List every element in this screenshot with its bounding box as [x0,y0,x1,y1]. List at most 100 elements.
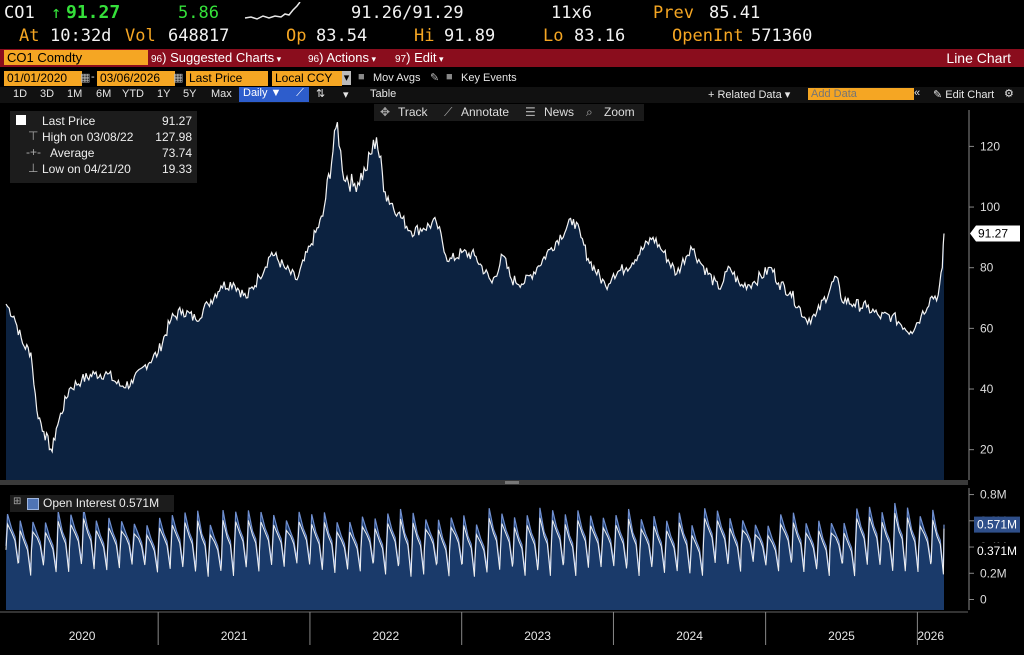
period-1m[interactable]: 1M [67,88,83,100]
field-select[interactable]: Last Price [186,71,268,86]
legend-low-label: Low on 04/21/20 [42,162,131,176]
edit-num: 97 [395,54,407,65]
x-tick-label: 2023 [524,629,551,643]
suggested-charts-label: Suggested Charts [170,50,275,65]
menu-bar: CO1 Comdty 96) Suggested Charts ▾ 96) Ac… [0,49,1024,67]
track-icon[interactable]: ✥ [380,105,391,119]
ticker: CO1 [4,3,35,23]
security-field[interactable]: CO1 Comdty [4,50,148,65]
actions-label: Actions [326,50,369,65]
zoom-icon[interactable]: ⌕ [586,105,593,119]
currency-dropdown-icon[interactable]: ▾ [342,71,351,85]
edit-button[interactable]: 97) Edit ▾ [395,49,444,67]
date-separator: - [91,71,95,83]
bid-ask: 91.26/91.29 [351,3,464,23]
high-marker-icon: ⊤ [28,129,39,143]
period-6m[interactable]: 6M [96,88,112,100]
x-tick-label: 2024 [676,629,703,643]
edit-label: Edit [414,50,437,65]
last-price: 91.27 [66,2,121,23]
related-data-button[interactable]: + Related Data ▾ [708,88,790,101]
news-button[interactable]: News [544,105,575,119]
legend-last-label: Last Price [42,114,96,128]
add-data-input[interactable] [808,88,914,100]
prev-value: 85.41 [709,3,761,23]
candlestick-icon[interactable]: ⇅ [316,88,326,100]
average-marker-icon: -+- [26,145,41,159]
oi-tick-label: 0.2M [980,566,1007,580]
mov-avgs-label[interactable]: Mov Avgs [373,72,421,84]
pencil-icon[interactable]: ✎ [430,72,440,84]
period-1d[interactable]: 1D [13,88,28,100]
period-1y[interactable]: 1Y [157,88,171,100]
actions-num: 96 [308,54,320,65]
period-max[interactable]: Max [211,88,232,100]
expand-icon[interactable]: ⊞ [13,496,22,507]
period-5y[interactable]: 5Y [183,88,197,100]
net-change: 5.86 [178,3,219,23]
date-to-field[interactable]: 03/06/2026 [97,71,175,86]
price-tick-label: 100 [980,200,1000,214]
suggested-charts-dropdown-icon: ▾ [274,54,282,64]
oi-line [5,512,945,577]
related-data-dropdown-icon: ▾ [784,89,791,101]
actions-button[interactable]: 96) Actions ▾ [308,49,376,67]
legend-low-value: 19.33 [161,162,192,176]
op-value: 83.54 [316,26,368,46]
up-arrow-icon: ↑ [51,3,62,23]
oi-swatch-icon [27,498,39,510]
collapse-icon[interactable]: « [914,87,921,99]
more-dropdown-icon[interactable]: ▾ [343,89,349,101]
annotate-icon[interactable]: ⟋ [444,105,453,119]
calendar-to-icon[interactable]: ▦ [173,72,184,84]
lo-value: 83.16 [574,26,626,46]
suggested-charts-caret-icon: ) [162,50,171,65]
price-tick-label: 80 [980,261,994,275]
oi-value-tag [974,516,1020,533]
last-price-tag-label: 91.27 [978,227,1008,241]
legend-average-value: 73.74 [161,146,192,160]
quote-time: 10:32d [50,26,112,46]
at-label: At [19,26,40,46]
period-ytd[interactable]: YTD [122,88,144,100]
oi-legend-label: Open Interest 0.571M [43,496,160,510]
oi-legend: ⊞ Open Interest 0.571M [10,495,174,512]
frequency-select[interactable]: Daily ▼ [239,87,291,102]
oi-value-tag-label: 0.371M [977,544,1017,558]
annotate-button[interactable]: Annotate [461,105,510,119]
prev-label: Prev [653,3,694,23]
edit-chart-button[interactable]: ✎ Edit Chart [933,88,994,101]
key-events-checkbox[interactable]: ■ [446,71,453,83]
track-button[interactable]: Track [398,105,428,119]
mov-avgs-checkbox[interactable]: ■ [358,71,365,83]
price-legend: Last Price 91.27 ⊤ High on 03/08/22 127.… [10,111,197,183]
x-tick-label: 2025 [828,629,855,643]
period-3d[interactable]: 3D [40,88,55,100]
suggested-charts-button[interactable]: 96) Suggested Charts ▾ [151,49,281,67]
price-tick-label: 120 [980,139,1000,153]
oi-tick-label: 0.8M [980,488,1007,502]
line-chart-icon[interactable]: ⟋ [291,87,309,102]
calendar-from-icon[interactable]: ▦ [80,72,91,84]
pane-divider-handle[interactable] [505,481,519,484]
currency-select[interactable]: Local CCY [272,71,342,86]
openint-value: 571360 [751,26,813,46]
table-button[interactable]: Table [370,88,397,100]
openint-label: OpenInt [672,26,744,46]
oi-tick-label: 0 [980,593,987,607]
news-icon[interactable]: ☰ [525,105,536,119]
date-from-field[interactable]: 01/01/2020 [4,71,82,86]
period-toolbar: 1D 3D 1M 6M YTD 1Y 5Y Max Daily ▼ ⟋ ⇅ ▾ … [0,87,1024,103]
oi-value-tag [974,542,1020,559]
zoom-button[interactable]: Zoom [604,105,635,119]
settings-icon[interactable]: ⚙ [1004,88,1014,100]
edit-caret-icon: ) [406,50,415,65]
quote-header: CO1 ↑ 91.27 5.86 91.26/91.29 11x6 Prev 8… [0,0,1024,48]
hi-label: Hi [414,26,435,46]
pane-divider[interactable] [0,480,968,485]
price-tick-label: 60 [980,321,994,335]
sparkline [244,2,301,20]
key-events-label[interactable]: Key Events [461,72,517,84]
price-line [5,122,945,454]
